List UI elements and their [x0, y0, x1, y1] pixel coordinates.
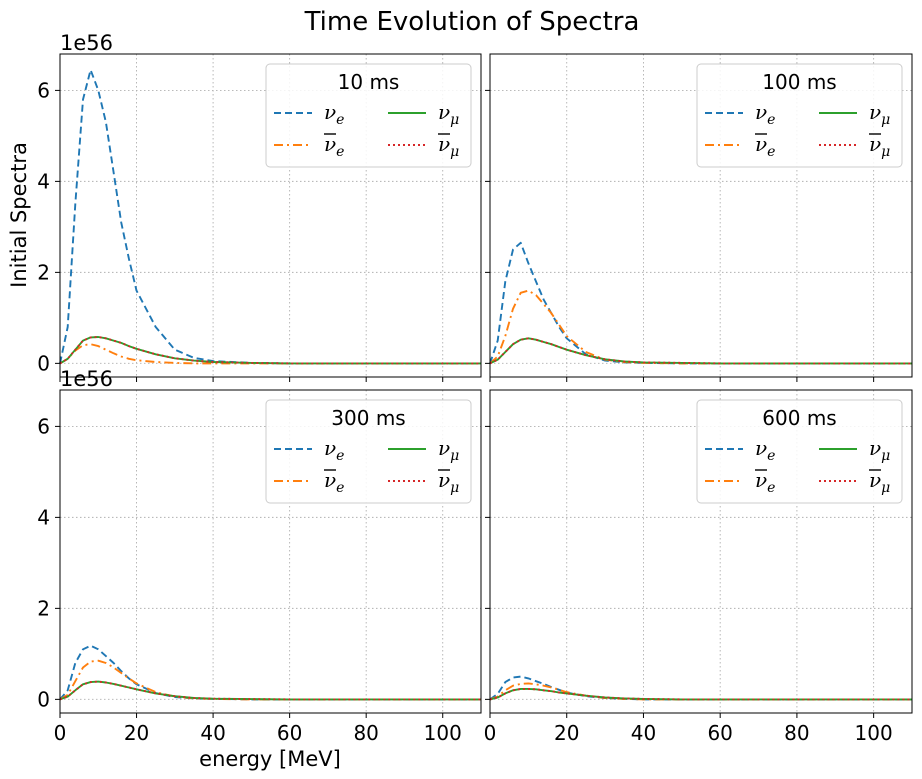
series-line-nubar-e [59, 659, 481, 701]
legend-label-nu-e: νe [755, 436, 775, 464]
legend-label-nubar-mu: νμ [438, 132, 459, 160]
y-tick-label: 4 [37, 505, 50, 529]
legend-label-nu-mu: νμ [869, 436, 890, 464]
legend: 100 ms νe νe νμ νμ [696, 63, 903, 168]
panel-4: 0 20 40 60 80 100 600 ms νe νe νμ νμ [484, 389, 913, 745]
y-tick-label: 0 [37, 687, 50, 711]
legend-label-nu-e: νe [324, 436, 344, 464]
series-line-nu-mu [59, 336, 481, 365]
legend-label-nu-mu: νμ [438, 100, 459, 128]
series-line-nubar-mu [59, 336, 481, 365]
legend-label-nu-mu: νμ [869, 100, 890, 128]
x-axis-label: energy [MeV] [199, 747, 341, 771]
y-tick-label: 2 [37, 260, 50, 284]
x-tick-label: 20 [554, 721, 579, 745]
legend-box [265, 63, 472, 168]
legend-title: 600 ms [762, 406, 836, 430]
panel-1: 0 2 4 6 10 ms νe νe νμ νμ [37, 53, 482, 382]
axes-frame [489, 389, 913, 714]
legend: 600 ms νe νe νμ νμ [696, 399, 903, 504]
legend-title: 300 ms [331, 406, 405, 430]
legend-label-nu-e: νe [755, 100, 775, 128]
x-tick-label: 100 [855, 721, 893, 745]
panel-3: 0 20 40 60 80 100 0 2 4 6 300 ms νe νe νμ νμ [37, 389, 482, 745]
y-tick-label: 6 [37, 414, 50, 438]
series-line-nubar-mu [489, 687, 912, 701]
x-tick-label: 0 [54, 721, 67, 745]
legend-title: 100 ms [762, 70, 836, 94]
axes-frame [59, 389, 482, 714]
axes-frame [59, 53, 482, 378]
x-tick-label: 40 [631, 721, 656, 745]
series-line-nu-e [59, 644, 481, 701]
series-line-nu-mu [59, 680, 481, 701]
figure-title: Time Evolution of Spectra [304, 7, 640, 37]
y-axis-label: Initial Spectra [7, 142, 31, 288]
series-line-nubar-mu [489, 337, 912, 365]
legend-box [696, 399, 903, 504]
y-tick-label: 0 [37, 351, 50, 375]
x-tick-label: 60 [707, 721, 732, 745]
panel-2: 100 ms νe νe νμ νμ [485, 53, 913, 382]
legend: 300 ms νe νe νμ νμ [265, 399, 472, 504]
legend-label-nubar-e: νe [755, 468, 775, 496]
legend-label-nu-mu: νμ [438, 436, 459, 464]
axes-frame [489, 53, 913, 378]
series-line-nubar-e [489, 289, 912, 365]
series-line-nu-mu [489, 687, 912, 701]
legend-title: 10 ms [338, 70, 400, 94]
x-tick-label: 80 [784, 721, 809, 745]
x-tick-label: 100 [424, 721, 462, 745]
legend-label-nubar-mu: νμ [869, 468, 890, 496]
x-tick-label: 20 [124, 721, 149, 745]
series-line-nu-mu [489, 337, 912, 365]
legend-label-nubar-e: νe [324, 132, 344, 160]
x-tick-label: 80 [353, 721, 378, 745]
series-line-nubar-e [59, 343, 481, 365]
y-offset-label-bottom: 1e56 [60, 367, 113, 391]
y-offset-label-top: 1e56 [60, 31, 113, 55]
series-line-nu-e [489, 675, 912, 701]
legend-box [265, 399, 472, 504]
legend-label-nubar-mu: νμ [438, 468, 459, 496]
x-tick-label: 60 [277, 721, 302, 745]
x-tick-label: 0 [484, 721, 497, 745]
legend: 10 ms νe νe νμ νμ [265, 63, 472, 168]
legend-label-nubar-mu: νμ [869, 132, 890, 160]
y-tick-label: 4 [37, 169, 50, 193]
y-tick-label: 6 [37, 78, 50, 102]
y-tick-label: 2 [37, 596, 50, 620]
legend-label-nu-e: νe [324, 100, 344, 128]
legend-box [696, 63, 903, 168]
legend-label-nubar-e: νe [324, 468, 344, 496]
series-line-nubar-mu [59, 680, 481, 701]
x-tick-label: 40 [200, 721, 225, 745]
legend-label-nubar-e: νe [755, 132, 775, 160]
